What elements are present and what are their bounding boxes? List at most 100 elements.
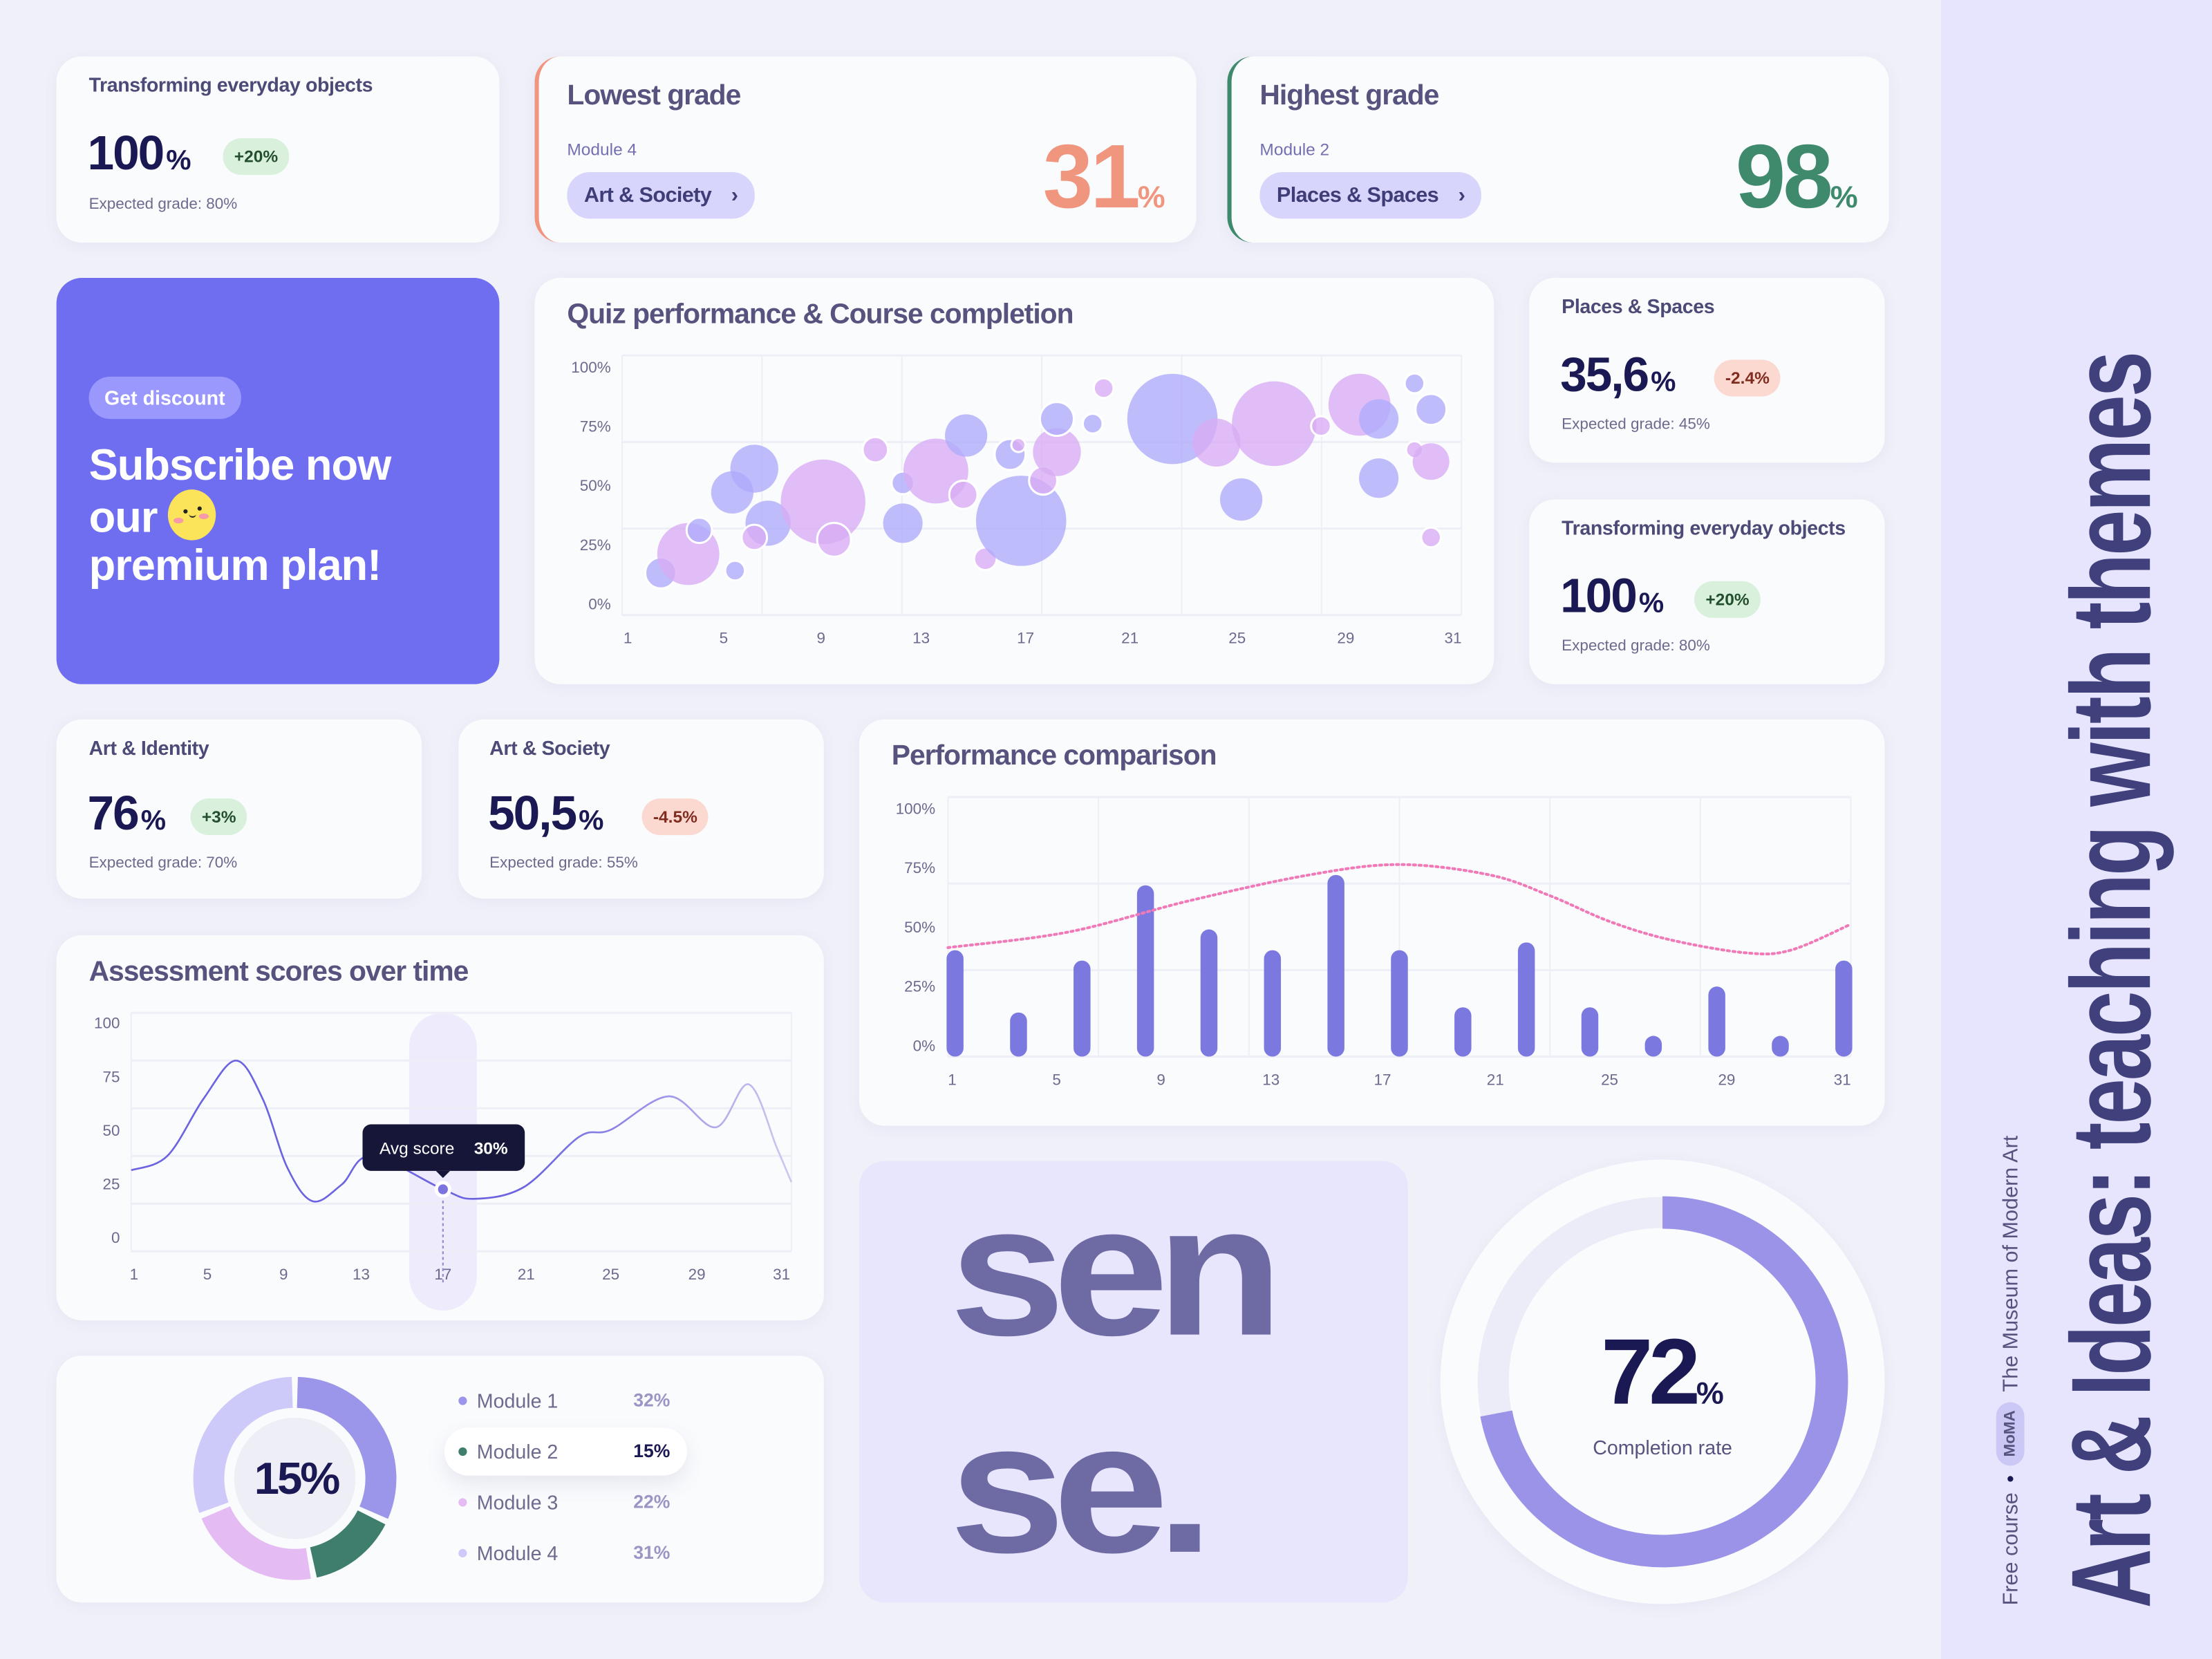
module-label: Module 2 — [1259, 140, 1330, 160]
value-unit: % — [1696, 1375, 1724, 1411]
y-tick-label: 75 — [102, 1068, 120, 1085]
legend-dot-icon — [458, 1498, 467, 1507]
y-tick-label: 75% — [904, 859, 935, 877]
moma-badge: MoMA — [1996, 1401, 2025, 1465]
bar — [1517, 942, 1535, 1057]
headline-line: our — [88, 492, 158, 542]
bubble-point — [975, 476, 1067, 566]
bubble-point — [1403, 372, 1426, 395]
kpi-card-art-society[interactable]: Art & Society 50,5% -4.5% Expected grade… — [458, 719, 824, 899]
legend-label: Module 4 — [476, 1541, 559, 1565]
side-panel — [1941, 0, 2212, 1659]
bar — [1391, 950, 1408, 1057]
donut-segment — [193, 1376, 294, 1513]
bullet-separator: • — [1998, 1475, 2023, 1483]
change-badge: -2.4% — [1714, 359, 1781, 397]
legend-value: 22% — [633, 1491, 671, 1512]
kpi-value: 76% — [88, 787, 167, 843]
x-tick-label: 9 — [279, 1266, 288, 1283]
chart-title: Performance comparison — [891, 740, 1217, 772]
get-discount-button[interactable]: Get discount — [88, 376, 241, 420]
bubble-point — [1219, 478, 1263, 521]
bubble-point — [1310, 415, 1332, 438]
course-link-art-society[interactable]: Art & Society › — [567, 171, 755, 219]
x-tick-label: 5 — [720, 630, 728, 647]
change-badge: +3% — [190, 798, 247, 836]
module-donut-chart — [193, 1376, 397, 1580]
tooltip-value: 30% — [474, 1139, 508, 1158]
legend-item-module-3[interactable]: Module 3 22% — [444, 1479, 687, 1526]
y-tick-label: 100% — [571, 359, 610, 376]
modules-card: 15% Module 1 32% Module 2 15% Module 3 22% Mod… — [56, 1356, 824, 1603]
lowest-grade-card: Lowest grade Module 4 Art & Society › 31% — [534, 56, 1197, 243]
legend-value: 32% — [633, 1389, 671, 1411]
bar — [1010, 1012, 1027, 1057]
kpi-card-art-identity[interactable]: Art & Identity 76% +3% Expected grade: 7… — [56, 719, 422, 899]
kpi-card-transforming[interactable]: Transforming everyday objects 100% +20% … — [1529, 499, 1885, 684]
x-tick-label: 17 — [1374, 1071, 1391, 1088]
value-unit: % — [1830, 179, 1858, 215]
x-tick-label: 21 — [1487, 1071, 1504, 1088]
bubble-point — [1038, 401, 1075, 438]
legend-value: 31% — [633, 1541, 671, 1564]
bubble-point — [1092, 377, 1115, 400]
smiley-sticker-icon — [168, 489, 217, 541]
value-number: 50,5 — [488, 787, 577, 841]
y-tick-label: 50% — [580, 477, 611, 494]
donut-center-value: 15% — [254, 1453, 341, 1504]
change-badge: +20% — [1694, 581, 1761, 618]
bubble-point — [780, 459, 865, 545]
value-unit: % — [140, 805, 167, 837]
hover-point — [438, 1184, 448, 1194]
bubble-point — [724, 559, 747, 582]
expected-grade: Expected grade: 45% — [1562, 416, 1710, 433]
bubble-point — [1412, 443, 1450, 480]
trend-line — [946, 863, 1853, 956]
chart-title: Assessment scores over time — [88, 956, 469, 988]
bubble-point — [945, 414, 988, 457]
card-title: Art & Society — [489, 736, 610, 759]
grade-value: 31% — [1043, 124, 1165, 229]
x-tick-label: 5 — [1052, 1071, 1060, 1088]
legend-item-module-1[interactable]: Module 1 32% — [444, 1377, 687, 1425]
expected-grade: Expected grade: 70% — [88, 854, 238, 872]
card-title: Transforming everyday objects — [88, 73, 373, 96]
x-tick-label: 13 — [1262, 1071, 1280, 1088]
headline-line: premium plan! — [88, 540, 382, 590]
kpi-value: 35,6% — [1560, 348, 1676, 404]
x-tick-label: 9 — [817, 630, 825, 647]
legend-value: 15% — [633, 1440, 671, 1462]
value-unit: % — [1638, 588, 1665, 619]
completion-gauge — [1477, 1196, 1848, 1568]
bubble-point — [1232, 381, 1317, 467]
kpi-card-transforming-top[interactable]: Transforming everyday objects 100% +20% … — [56, 56, 500, 243]
y-tick-label: 0% — [588, 596, 610, 613]
x-tick-label: 21 — [518, 1266, 535, 1283]
legend-item-module-4[interactable]: Module 4 31% — [444, 1529, 687, 1577]
completion-value: 72% — [1441, 1318, 1885, 1447]
donut-segment — [201, 1506, 311, 1580]
x-tick-label: 25 — [1601, 1071, 1618, 1088]
legend-item-module-2[interactable]: Module 2 15% — [444, 1427, 687, 1476]
kpi-card-places-spaces[interactable]: Places & Spaces 35,6% -2.4% Expected gra… — [1529, 278, 1885, 463]
y-tick-label: 25 — [102, 1175, 120, 1192]
legend-label: Module 1 — [476, 1389, 559, 1412]
line-chart: Avg score 30% 100 75 50 25 0 1 5 9 13 17 21 25 29 31 — [94, 1011, 793, 1311]
card-title: Art & Identity — [88, 736, 209, 759]
gauge-progress-arc — [1480, 1196, 1848, 1568]
y-tick-label: 100% — [896, 800, 935, 818]
change-badge: +20% — [223, 138, 290, 176]
course-link-places-spaces[interactable]: Places & Spaces › — [1259, 171, 1482, 219]
value-unit: % — [166, 145, 191, 177]
completion-label: Completion rate — [1593, 1436, 1732, 1459]
expected-grade: Expected grade: 55% — [489, 854, 638, 872]
museum-name: The Museum of Modern Art — [1998, 1135, 2023, 1392]
x-tick-label: 25 — [1228, 630, 1246, 647]
x-tick-label: 29 — [1718, 1071, 1735, 1088]
promo-headline: Subscribe now our premium plan! — [88, 441, 498, 590]
change-badge: -4.5% — [641, 798, 709, 836]
headline-line-with-sticker: our — [89, 489, 498, 542]
bubble-point — [740, 523, 769, 552]
donut-segment — [309, 1510, 386, 1578]
